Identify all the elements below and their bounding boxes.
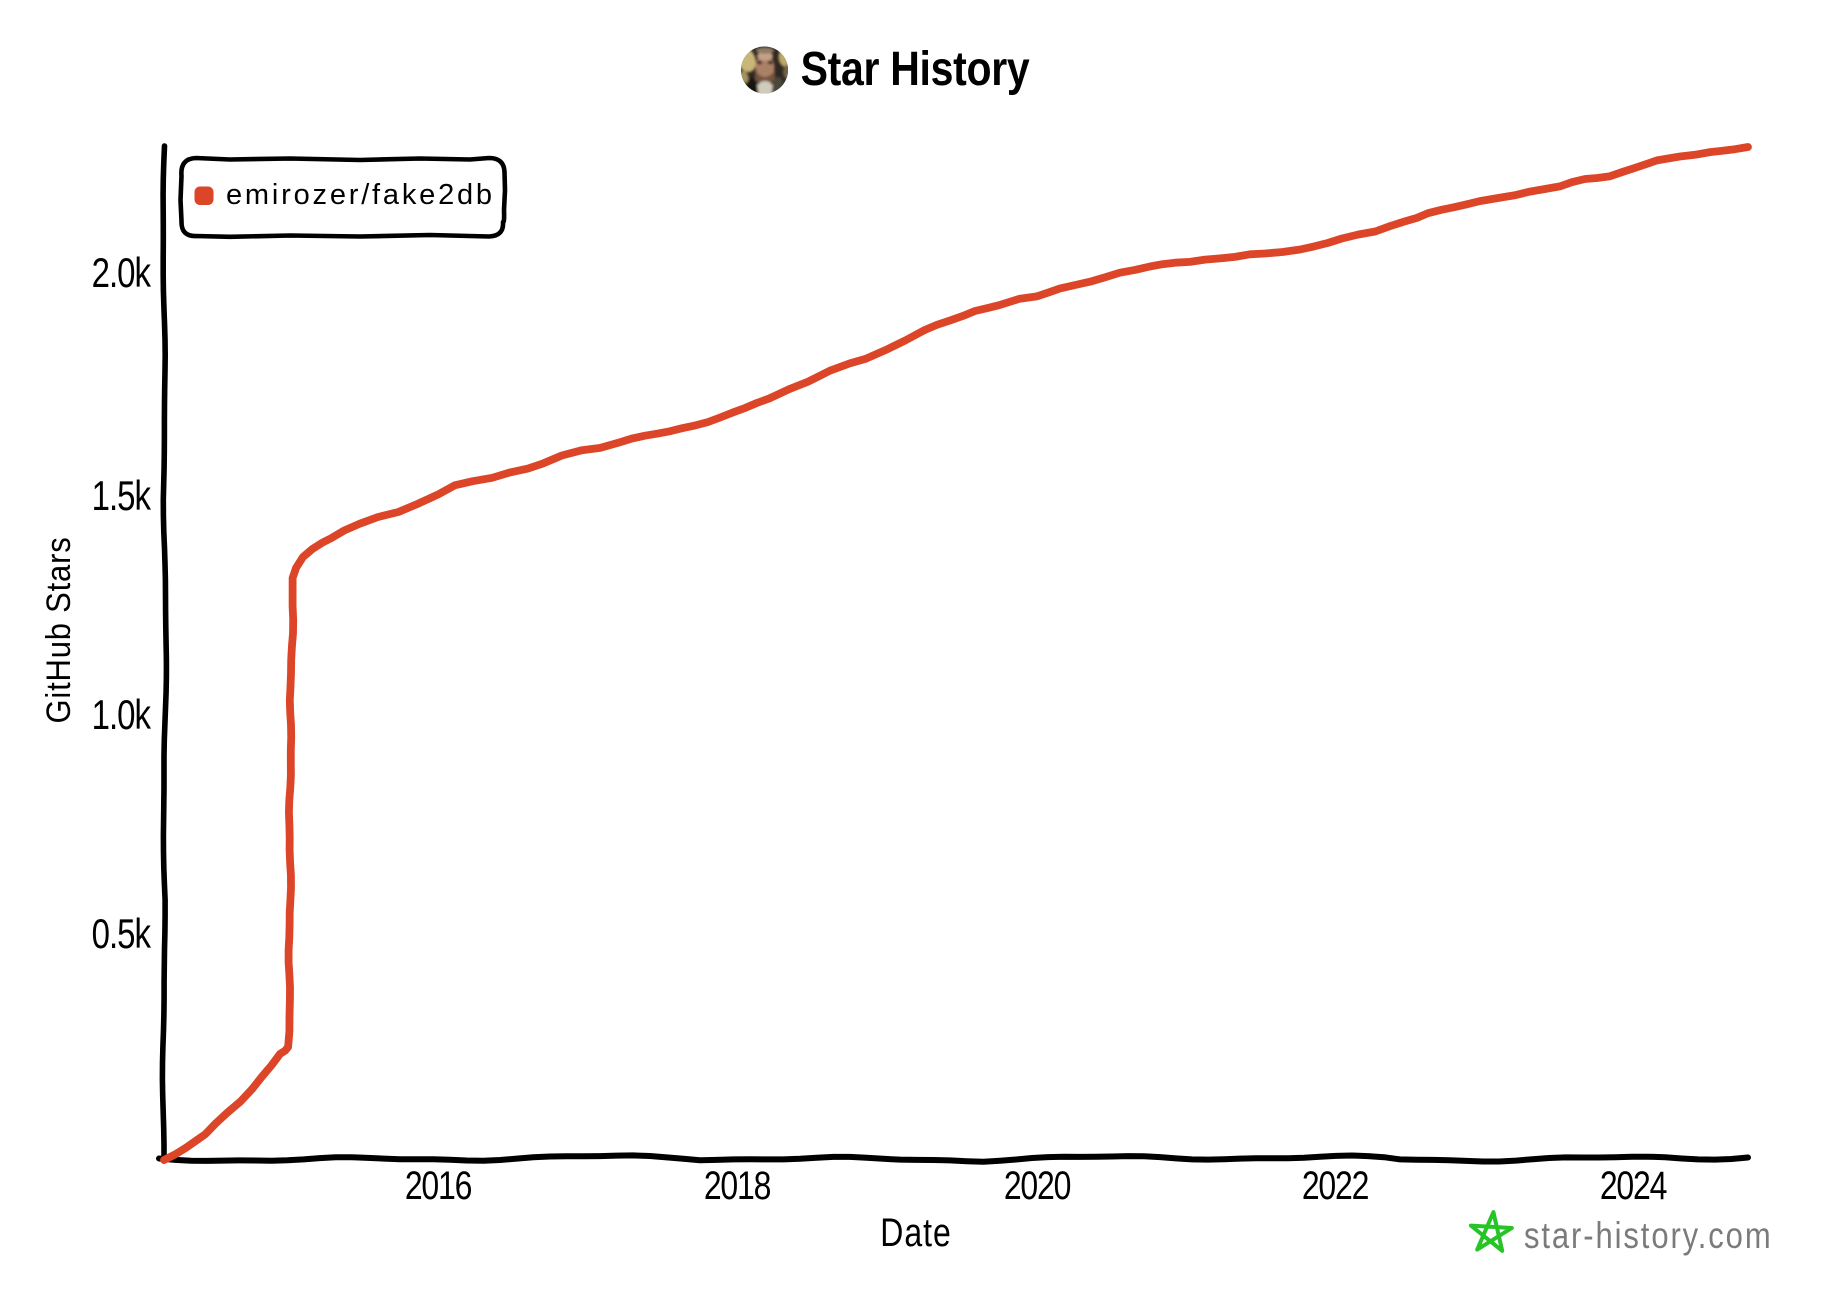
svg-text:2.0k: 2.0k — [92, 249, 152, 295]
svg-text:Star History: Star History — [801, 43, 1030, 96]
svg-text:2024: 2024 — [1600, 1163, 1667, 1208]
svg-text:1.5k: 1.5k — [92, 472, 152, 518]
svg-text:2020: 2020 — [1004, 1163, 1071, 1208]
svg-text:2018: 2018 — [704, 1163, 771, 1208]
svg-text:1.0k: 1.0k — [92, 691, 152, 737]
svg-text:2022: 2022 — [1302, 1163, 1369, 1208]
svg-text:emirozer/fake2db: emirozer/fake2db — [226, 179, 495, 211]
svg-text:Date: Date — [880, 1210, 952, 1255]
svg-text:2016: 2016 — [405, 1163, 472, 1208]
svg-text:star-history.com: star-history.com — [1524, 1215, 1773, 1256]
svg-text:0.5k: 0.5k — [92, 910, 152, 956]
svg-text:GitHub Stars: GitHub Stars — [40, 536, 78, 723]
